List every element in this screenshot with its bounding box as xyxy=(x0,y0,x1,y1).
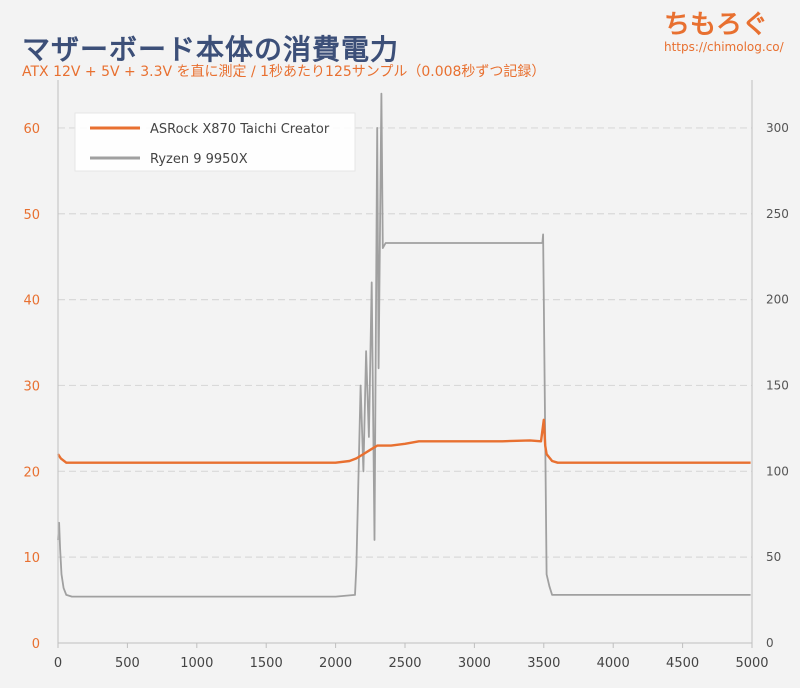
y-right-tick-label: 0 xyxy=(766,636,774,650)
y-right-tick-label: 100 xyxy=(766,464,789,478)
x-tick-label: 1500 xyxy=(250,656,283,671)
legend-label: Ryzen 9 9950X xyxy=(150,152,248,167)
y-left-tick-label: 20 xyxy=(23,465,40,480)
series-cpu xyxy=(57,92,751,598)
x-tick-label: 4000 xyxy=(597,656,630,671)
x-tick-label: 0 xyxy=(54,656,62,671)
y-right-tick-label: 250 xyxy=(766,207,789,221)
y-right-tick-label: 200 xyxy=(766,293,789,307)
grid-lines xyxy=(58,127,752,558)
y-right-tick-label: 50 xyxy=(766,550,781,564)
x-tick-label: 500 xyxy=(115,656,140,671)
axes xyxy=(57,80,753,648)
chart-title: マザーボード本体の消費電力 xyxy=(22,33,400,66)
site-url[interactable]: https://chimolog.co/ xyxy=(664,40,784,54)
site-logo[interactable]: ちもろぐ xyxy=(664,10,769,40)
legend-label: ASRock X870 Taichi Creator xyxy=(150,122,330,137)
x-tick-label: 2500 xyxy=(388,656,421,671)
y-right-tick-label: 150 xyxy=(766,378,789,392)
y-left-tick-label: 10 xyxy=(23,551,40,566)
legend: ASRock X870 Taichi Creator Ryzen 9 9950X xyxy=(74,112,356,172)
series-line-0 xyxy=(56,418,751,464)
y-left-tick-label: 40 xyxy=(23,294,40,309)
x-tick-label: 3000 xyxy=(458,656,491,671)
series-board xyxy=(56,418,751,464)
x-tick-label: 2000 xyxy=(319,656,352,671)
chart-subtitle: ATX 12V + 5V + 3.3V を直に測定 / 1秒あたり125サンプル… xyxy=(22,64,546,80)
y-right-tick-label: 300 xyxy=(766,121,789,135)
series-line-1 xyxy=(57,92,751,598)
y-left-tick-label: 60 xyxy=(23,122,40,137)
y-left-tick-label: 0 xyxy=(32,637,40,652)
x-tick-label: 3500 xyxy=(527,656,560,671)
x-tick-label: 4500 xyxy=(666,656,699,671)
legend-box xyxy=(74,112,356,172)
x-tick-label: 5000 xyxy=(735,656,768,671)
x-tick-label: 1000 xyxy=(180,656,213,671)
y-left-tick-label: 30 xyxy=(23,379,40,394)
y-left-tick-label: 50 xyxy=(23,208,40,223)
